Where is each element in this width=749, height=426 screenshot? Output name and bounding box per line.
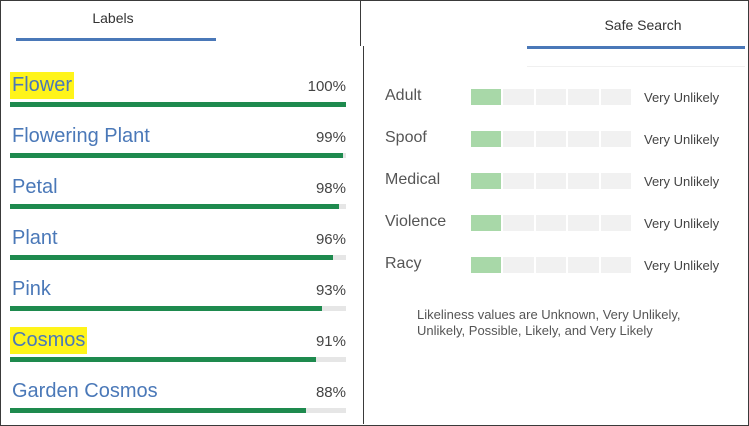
likelihood-segment xyxy=(503,215,534,231)
likelihood-segment xyxy=(535,131,567,147)
likelihood-segment xyxy=(471,257,502,273)
label-name: Flowering Plant xyxy=(12,125,150,147)
confidence-bar-fill xyxy=(10,255,333,260)
likelihood-segment xyxy=(503,257,534,273)
safe-search-row: Racy Very Unlikely xyxy=(385,248,735,290)
likelihood-segment xyxy=(600,173,632,189)
likeliness-note: Likeliness values are Unknown, Very Unli… xyxy=(417,307,681,338)
likelihood-meter xyxy=(471,131,632,147)
tab-safe-search[interactable]: Safe Search xyxy=(527,0,745,67)
tab-labels-indicator xyxy=(16,38,216,41)
likelihood-segment xyxy=(471,173,502,189)
likelihood-value: Very Unlikely xyxy=(644,216,720,231)
likelihood-segment xyxy=(535,173,567,189)
likelihood-segment xyxy=(471,89,502,105)
tab-safe-search-indicator xyxy=(527,46,745,49)
label-row: Petal 98% xyxy=(8,166,348,217)
label-score: 96% xyxy=(315,231,346,248)
likelihood-meter xyxy=(471,173,632,189)
likelihood-segment xyxy=(568,257,599,273)
column-divider xyxy=(363,46,364,424)
likelihood-segment xyxy=(600,89,632,105)
likelihood-segment xyxy=(535,257,567,273)
label-name: Petal xyxy=(12,176,58,198)
labels-list: Flower 100% Flowering Plant 99% Petal 98% Plan… xyxy=(8,64,348,421)
confidence-bar-fill xyxy=(10,306,323,311)
confidence-bar-fill xyxy=(10,102,346,107)
likelihood-segment xyxy=(471,131,502,147)
confidence-bar xyxy=(10,357,346,362)
likelihood-segment xyxy=(503,131,534,147)
likelihood-segment xyxy=(535,215,567,231)
label-row: Pink 93% xyxy=(8,268,348,319)
confidence-bar xyxy=(10,255,346,260)
safe-search-category: Racy xyxy=(385,255,422,272)
confidence-bar-fill xyxy=(10,153,343,158)
label-score: 99% xyxy=(315,129,346,146)
label-row: Flowering Plant 99% xyxy=(8,115,348,166)
label-score: 91% xyxy=(315,333,346,350)
likelihood-segment xyxy=(568,215,599,231)
safe-search-row: Medical Very Unlikely xyxy=(385,164,735,206)
safe-search-category: Adult xyxy=(385,87,422,104)
label-row: Garden Cosmos 88% xyxy=(8,370,348,421)
safe-search-row: Adult Very Unlikely xyxy=(385,80,735,122)
confidence-bar xyxy=(10,408,346,413)
label-name: Cosmos xyxy=(10,327,88,354)
likelihood-segment xyxy=(600,215,632,231)
tab-safe-search-label: Safe Search xyxy=(604,17,682,33)
label-name: Flower xyxy=(10,72,75,99)
likelihood-segment xyxy=(600,257,632,273)
likelihood-segment xyxy=(503,89,534,105)
likelihood-segment xyxy=(471,215,502,231)
safe-search-category: Spoof xyxy=(385,129,427,146)
confidence-bar xyxy=(10,102,346,107)
label-name: Plant xyxy=(12,227,58,249)
likelihood-value: Very Unlikely xyxy=(644,258,720,273)
safe-search-list: Adult Very Unlikely Spoof Very Unlikely Medi… xyxy=(385,80,735,290)
label-name: Pink xyxy=(12,278,51,300)
label-row: Flower 100% xyxy=(8,64,348,115)
label-score: 100% xyxy=(307,78,346,95)
likelihood-value: Very Unlikely xyxy=(644,132,720,147)
safe-search-category: Violence xyxy=(385,213,447,230)
label-score: 98% xyxy=(315,180,346,197)
likelihood-value: Very Unlikely xyxy=(644,90,720,105)
safe-search-category: Medical xyxy=(385,171,441,188)
safe-search-row: Violence Very Unlikely xyxy=(385,206,735,248)
likelihood-meter xyxy=(471,257,632,273)
confidence-bar xyxy=(10,153,346,158)
label-score: 88% xyxy=(315,384,346,401)
confidence-bar-fill xyxy=(10,357,316,362)
tab-labels[interactable]: Labels xyxy=(8,0,361,46)
likelihood-segment xyxy=(568,173,599,189)
safe-search-row: Spoof Very Unlikely xyxy=(385,122,735,164)
label-row: Plant 96% xyxy=(8,217,348,268)
likelihood-segment xyxy=(568,131,599,147)
confidence-bar xyxy=(10,204,346,209)
label-name: Garden Cosmos xyxy=(12,380,158,402)
likelihood-meter xyxy=(471,215,632,231)
confidence-bar xyxy=(10,306,346,311)
confidence-bar-fill xyxy=(10,204,340,209)
label-row: Cosmos 91% xyxy=(8,319,348,370)
label-score: 93% xyxy=(315,282,346,299)
likelihood-meter xyxy=(471,89,632,105)
likelihood-segment xyxy=(503,173,534,189)
likelihood-value: Very Unlikely xyxy=(644,174,720,189)
likelihood-segment xyxy=(600,131,632,147)
confidence-bar-fill xyxy=(10,408,306,413)
likelihood-segment xyxy=(535,89,567,105)
tab-labels-label: Labels xyxy=(92,10,134,26)
likelihood-segment xyxy=(568,89,599,105)
